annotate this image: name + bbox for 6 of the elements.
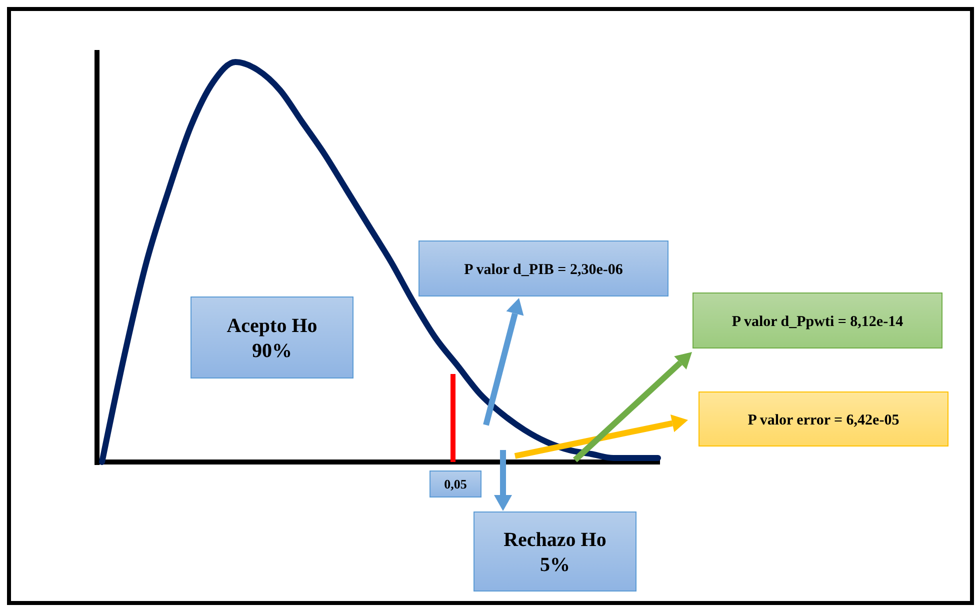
text: P valor d_Ppwti = 8,12e-14 (732, 314, 904, 330)
annotation: Acepto Ho 90% (226, 315, 318, 362)
text: Rechazo Ho 5% (504, 529, 606, 576)
text: P valor error = 6,42e-05 (748, 412, 900, 428)
text: 0,05 (444, 476, 468, 492)
annotation: P valor d_PIB = 2,30e-06 (464, 262, 624, 278)
